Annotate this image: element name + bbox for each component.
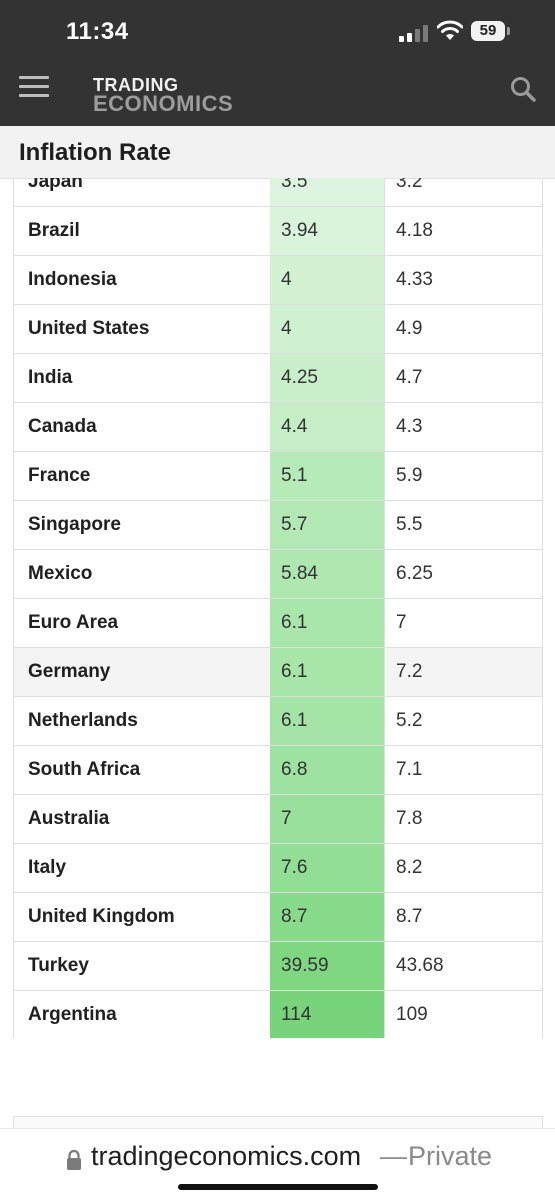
previous-value-cell: 4.7 [384,354,540,402]
page-title-bar: Inflation Rate [0,126,555,179]
actual-value-cell: 6.8 [270,746,384,794]
battery-indicator: 59 [471,21,505,41]
table-row[interactable]: Singapore 5.7 5.5 [14,500,542,549]
country-cell[interactable]: United States [28,318,150,339]
actual-value-cell: 4 [270,256,384,304]
country-cell[interactable]: Germany [28,661,111,682]
previous-value-cell: 5.9 [384,452,540,500]
table-row[interactable]: India 4.25 4.7 [14,353,542,402]
actual-value-cell: 5.7 [270,501,384,549]
previous-value-cell: 7.1 [384,746,540,794]
table-row[interactable]: United Kingdom 8.7 8.7 [14,892,542,941]
actual-value-cell: 7 [270,795,384,843]
table-row[interactable]: Brazil 3.94 4.18 [14,206,542,255]
country-cell[interactable]: Italy [28,857,67,878]
table-row[interactable]: Argentina 114 109 [14,990,542,1038]
previous-value-cell: 4.9 [384,305,540,353]
country-cell[interactable]: Turkey [28,955,89,976]
table-row[interactable]: Germany 6.1 7.2 [14,647,542,696]
country-cell[interactable]: Mexico [28,563,93,584]
table-row[interactable]: Australia 7 7.8 [14,794,542,843]
browser-url-bar[interactable]: tradingeconomics.com — Private [0,1128,555,1201]
actual-value-cell: 5.84 [270,550,384,598]
search-icon[interactable] [510,76,536,102]
previous-value-cell: 4.3 [384,403,540,451]
private-mode-label: Private [408,1141,493,1171]
url-separator: — [380,1141,407,1171]
table-row[interactable]: Turkey 39.59 43.68 [14,941,542,990]
cellular-signal-icon [399,24,429,42]
table-row[interactable]: Japan 3.5 3.2 [14,178,542,206]
actual-value-cell: 39.59 [270,942,384,990]
status-time: 11:34 [66,18,129,45]
actual-value-cell: 3.5 [270,178,384,206]
wifi-icon [437,20,463,40]
previous-value-cell: 5.5 [384,501,540,549]
home-indicator[interactable] [178,1184,378,1190]
country-cell[interactable]: Indonesia [28,269,117,290]
country-cell[interactable]: Canada [28,416,97,437]
country-cell[interactable]: Netherlands [28,710,138,731]
previous-value-cell: 8.7 [384,893,540,941]
actual-value-cell: 4 [270,305,384,353]
previous-value-cell: 7.2 [384,648,540,696]
logo-line-2: ECONOMICS [93,91,234,116]
country-cell[interactable]: United Kingdom [28,906,175,927]
actual-value-cell: 4.25 [270,354,384,402]
table-row[interactable]: Italy 7.6 8.2 [14,843,542,892]
table-row[interactable]: Mexico 5.84 6.25 [14,549,542,598]
battery-tip-icon [507,27,510,35]
country-cell[interactable]: India [28,367,73,388]
actual-value-cell: 3.94 [270,207,384,255]
app-header: 11:34 59 TRADING ECONOMICS [0,0,555,126]
country-cell[interactable]: Singapore [28,514,121,535]
table-row[interactable]: France 5.1 5.9 [14,451,542,500]
previous-value-cell: 3.2 [384,178,540,206]
actual-value-cell: 6.1 [270,648,384,696]
actual-value-cell: 8.7 [270,893,384,941]
logo-line-1: TRADING [93,75,179,95]
actual-value-cell: 4.4 [270,403,384,451]
previous-value-cell: 7 [384,599,540,647]
country-cell[interactable]: Australia [28,808,110,829]
previous-value-cell: 6.25 [384,550,540,598]
previous-value-cell: 5.2 [384,697,540,745]
country-cell[interactable]: South Africa [28,759,141,780]
previous-value-cell: 8.2 [384,844,540,892]
previous-value-cell: 4.18 [384,207,540,255]
inflation-table: Japan 3.5 3.2 Brazil 3.94 4.18 Indonesia 4 4.33 U… [13,178,543,1038]
menu-icon[interactable] [19,76,49,98]
previous-value-cell: 43.68 [384,942,540,990]
url-domain: tradingeconomics.com [91,1141,362,1171]
page-title: Inflation Rate [19,139,172,166]
table-row[interactable]: South Africa 6.8 7.1 [14,745,542,794]
actual-value-cell: 5.1 [270,452,384,500]
previous-value-cell: 7.8 [384,795,540,843]
country-cell[interactable]: Japan [28,178,83,192]
actual-value-cell: 7.6 [270,844,384,892]
country-cell[interactable]: France [28,465,91,486]
lock-icon [67,1149,81,1170]
inflation-table-viewport[interactable]: Japan 3.5 3.2 Brazil 3.94 4.18 Indonesia 4 4.33 U… [0,178,555,1038]
country-cell[interactable]: Argentina [28,1004,117,1025]
table-row[interactable]: Euro Area 6.1 7 [14,598,542,647]
actual-value-cell: 6.1 [270,599,384,647]
table-row[interactable]: Canada 4.4 4.3 [14,402,542,451]
table-row[interactable]: Indonesia 4 4.33 [14,255,542,304]
country-cell[interactable]: Brazil [28,220,80,241]
table-row[interactable]: Netherlands 6.1 5.2 [14,696,542,745]
actual-value-cell: 114 [270,991,384,1038]
table-row[interactable]: United States 4 4.9 [14,304,542,353]
previous-value-cell: 4.33 [384,256,540,304]
site-logo[interactable]: TRADING ECONOMICS [93,75,234,116]
actual-value-cell: 6.1 [270,697,384,745]
country-cell[interactable]: Euro Area [28,612,119,633]
previous-value-cell: 109 [384,991,540,1038]
